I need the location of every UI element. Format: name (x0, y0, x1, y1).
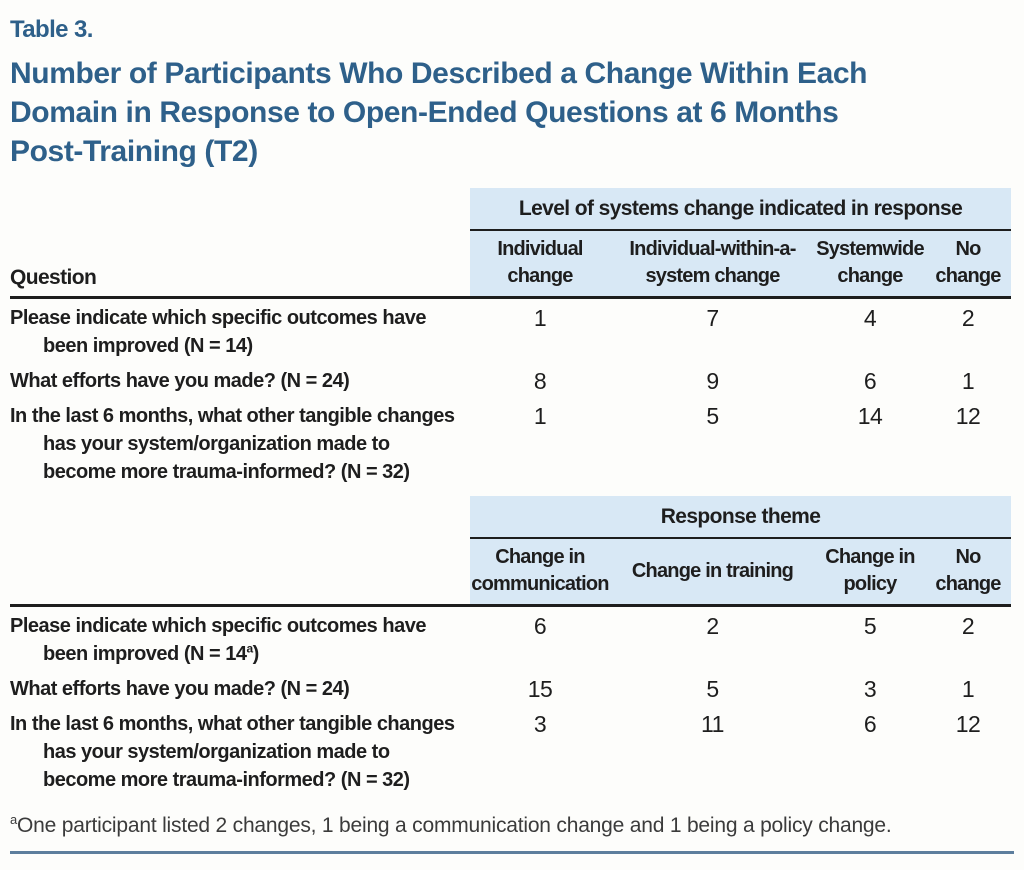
page-title-line: Post-Training (T2) (10, 135, 258, 168)
value-cell: 8 (533, 368, 547, 394)
table-row: Please indicate which specific outcomes … (10, 298, 1011, 363)
value-cell: 6 (533, 613, 547, 639)
value-cell: 7 (706, 305, 719, 331)
question-cell: Please indicate which specific outcomes … (10, 307, 426, 357)
column-header-row: Individual change Individual-within-a-sy… (10, 230, 1012, 299)
value-cell: 14 (857, 403, 883, 429)
footnote-marker: a (10, 812, 18, 827)
column-header-row: Change in communication Change in traini… (10, 538, 1012, 607)
value-cell: 11 (701, 711, 724, 737)
value-cell: 5 (863, 613, 877, 639)
span-header-row: Response theme (10, 496, 1012, 607)
column-header-no-change: No change (925, 538, 1012, 607)
column-header-systemwide-change: Systemwide change (815, 230, 925, 299)
column-header-change-in-communication: Change in communication (470, 538, 610, 607)
table-label: Table 3. (10, 16, 93, 43)
span-header-cell: Level of systems change indicated in res… (470, 188, 1012, 231)
column-header-change-in-policy: Change in policy (815, 538, 925, 607)
value-cell: 12 (955, 711, 981, 737)
question-cell: In the last 6 months, what other tangibl… (10, 405, 455, 483)
question-cell: Please indicate which specific outcomes … (10, 615, 426, 665)
table-row: In the last 6 months, what other tangibl… (10, 397, 1011, 488)
column-header-individual-within-a-system-change: Individual-within-a-system change (610, 230, 815, 299)
bottom-rule (10, 851, 1014, 854)
question-header-cell: Question (10, 188, 470, 299)
footnote-marker-superscript: a (246, 641, 253, 656)
value-cell: 6 (863, 711, 877, 737)
page-title-line: Number of Participants Who Described a C… (10, 57, 868, 90)
question-header-cell (10, 496, 470, 607)
value-cell: 6 (863, 368, 877, 394)
value-cell: 3 (863, 676, 877, 702)
value-cell: 4 (863, 305, 877, 331)
question-cell: What efforts have you made? (N = 24) (10, 370, 350, 392)
footnote-text: One participant listed 2 changes, 1 bein… (17, 814, 892, 837)
value-cell: 15 (527, 676, 553, 702)
column-header-no-change: No change (925, 230, 1012, 299)
value-cell: 1 (533, 305, 547, 331)
value-cell: 2 (961, 305, 975, 331)
table-row: Please indicate which specific outcomes … (10, 606, 1011, 671)
value-cell: 9 (706, 368, 719, 394)
question-header-label: Question (10, 266, 97, 289)
span-header-cell: Response theme (470, 496, 1012, 539)
table-row: What efforts have you made? (N = 24) 15 … (10, 670, 1011, 705)
column-header-individual-change: Individual change (470, 230, 610, 299)
question-cell: What efforts have you made? (N = 24) (10, 678, 350, 700)
footnote: aOne participant listed 2 changes, 1 bei… (10, 812, 1014, 840)
question-cell: In the last 6 months, what other tangibl… (10, 713, 455, 791)
value-cell: 2 (706, 613, 719, 639)
span-header-row: Question Level of systems change indicat… (10, 188, 1012, 299)
table-row: What efforts have you made? (N = 24) 8 9… (10, 362, 1011, 397)
value-cell: 12 (955, 403, 981, 429)
value-cell: 1 (961, 368, 975, 394)
systems-change-table: Question Level of systems change indicat… (10, 188, 1012, 488)
value-cell: 5 (706, 403, 719, 429)
response-theme-table: Response theme Change in communication C… (10, 496, 1012, 796)
page-title-line: Domain in Response to Open-Ended Questio… (10, 96, 839, 129)
value-cell: 1 (533, 403, 547, 429)
value-cell: 3 (533, 711, 547, 737)
page-title: Number of Participants Who Described a C… (10, 54, 1014, 171)
value-cell: 1 (961, 676, 975, 702)
column-header-change-in-training: Change in training (610, 538, 815, 607)
value-cell: 2 (961, 613, 975, 639)
value-cell: 5 (706, 676, 719, 702)
table-row: In the last 6 months, what other tangibl… (10, 705, 1011, 796)
